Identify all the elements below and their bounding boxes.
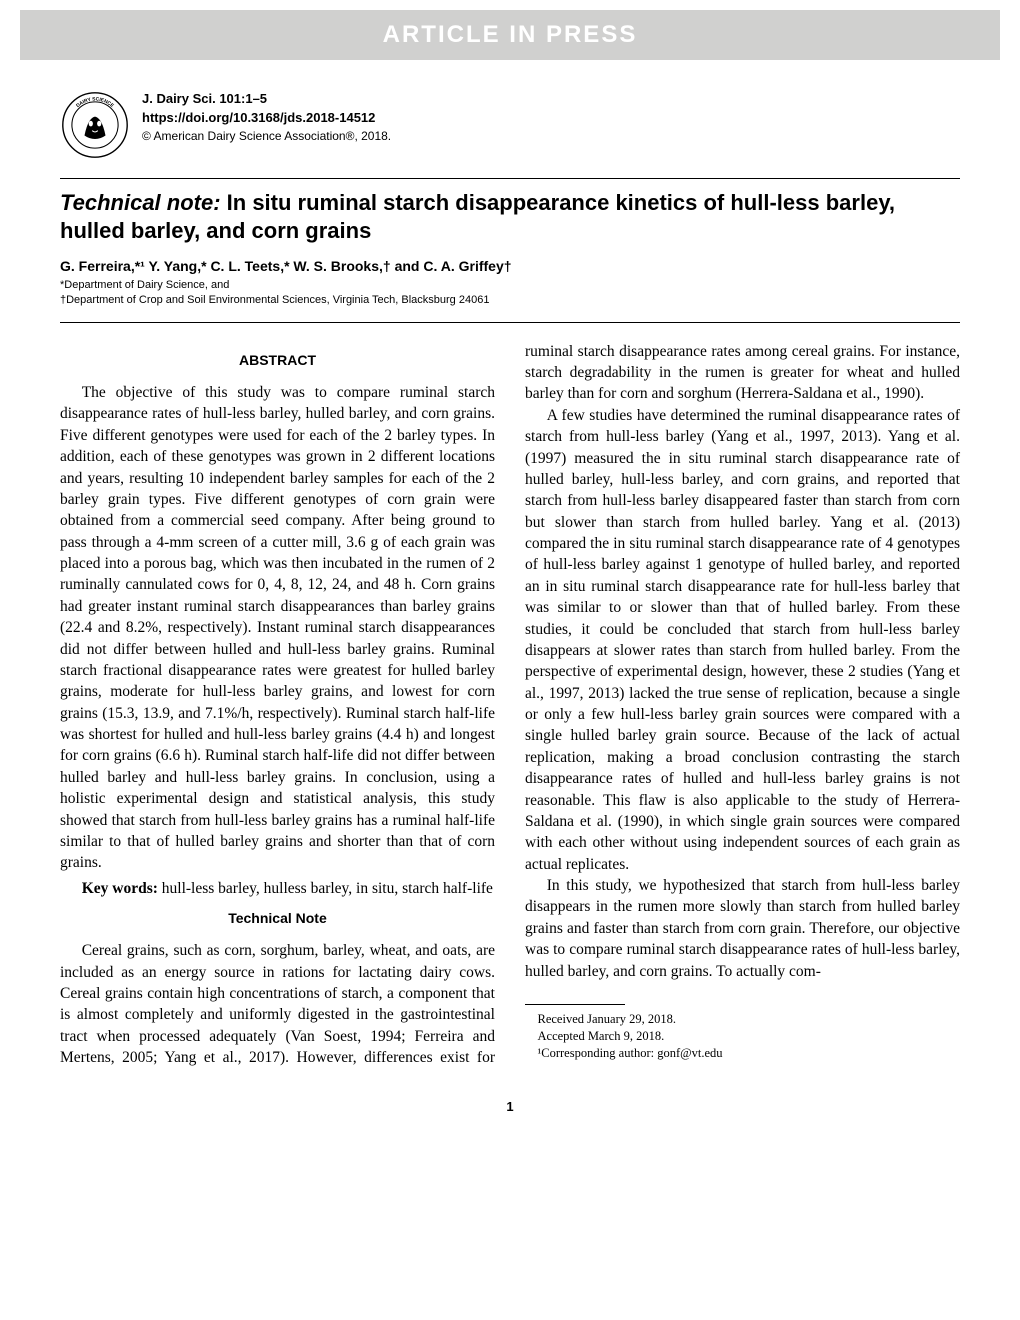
abstract-heading: ABSTRACT [60,351,495,370]
title-prefix: Technical note: [60,190,221,215]
keywords-text: hull-less barley, hulless barley, in sit… [158,880,493,897]
footnote-separator [525,1004,625,1005]
journal-seal-icon: DAIRY SCIENCE [60,90,130,160]
footnote-accepted: Accepted March 9, 2018. [525,1028,960,1045]
technote-p2: A few studies have determined the rumina… [525,405,960,875]
banner-text: ARTICLE IN PRESS [383,21,638,49]
article-title: Technical note: In situ ruminal starch d… [60,189,960,244]
footnotes-block: Received January 29, 2018. Accepted Marc… [525,1011,960,1062]
affiliation-1: *Department of Dairy Science, and [60,278,960,293]
page-number: 1 [60,1099,960,1114]
header-block: DAIRY SCIENCE J. Dairy Sci. 101:1–5 http… [60,90,960,160]
technote-p3: In this study, we hypothesized that star… [525,875,960,982]
affiliation-2: †Department of Crop and Soil Environment… [60,293,960,308]
body-columns: ABSTRACT The objective of this study was… [60,341,960,1069]
footnote-received: Received January 29, 2018. [525,1011,960,1028]
keywords-line: Key words: hull-less barley, hulless bar… [60,878,495,899]
journal-doi: https://doi.org/10.3168/jds.2018-14512 [142,109,391,128]
journal-citation: J. Dairy Sci. 101:1–5 [142,90,391,109]
page-content: DAIRY SCIENCE J. Dairy Sci. 101:1–5 http… [0,60,1020,1154]
article-in-press-banner: ARTICLE IN PRESS [20,10,1000,60]
journal-copyright: © American Dairy Science Association®, 2… [142,128,391,145]
svg-text:DAIRY SCIENCE: DAIRY SCIENCE [75,96,115,109]
keywords-label: Key words: [82,880,158,897]
abstract-body: The objective of this study was to compa… [60,382,495,874]
journal-metadata: J. Dairy Sci. 101:1–5 https://doi.org/10… [142,90,391,145]
title-block: Technical note: In situ ruminal starch d… [60,178,960,323]
authors-line: G. Ferreira,*¹ Y. Yang,* C. L. Teets,* W… [60,258,960,274]
footnote-corresponding: ¹Corresponding author: gonf@vt.edu [525,1045,960,1062]
technical-note-heading: Technical Note [60,909,495,928]
